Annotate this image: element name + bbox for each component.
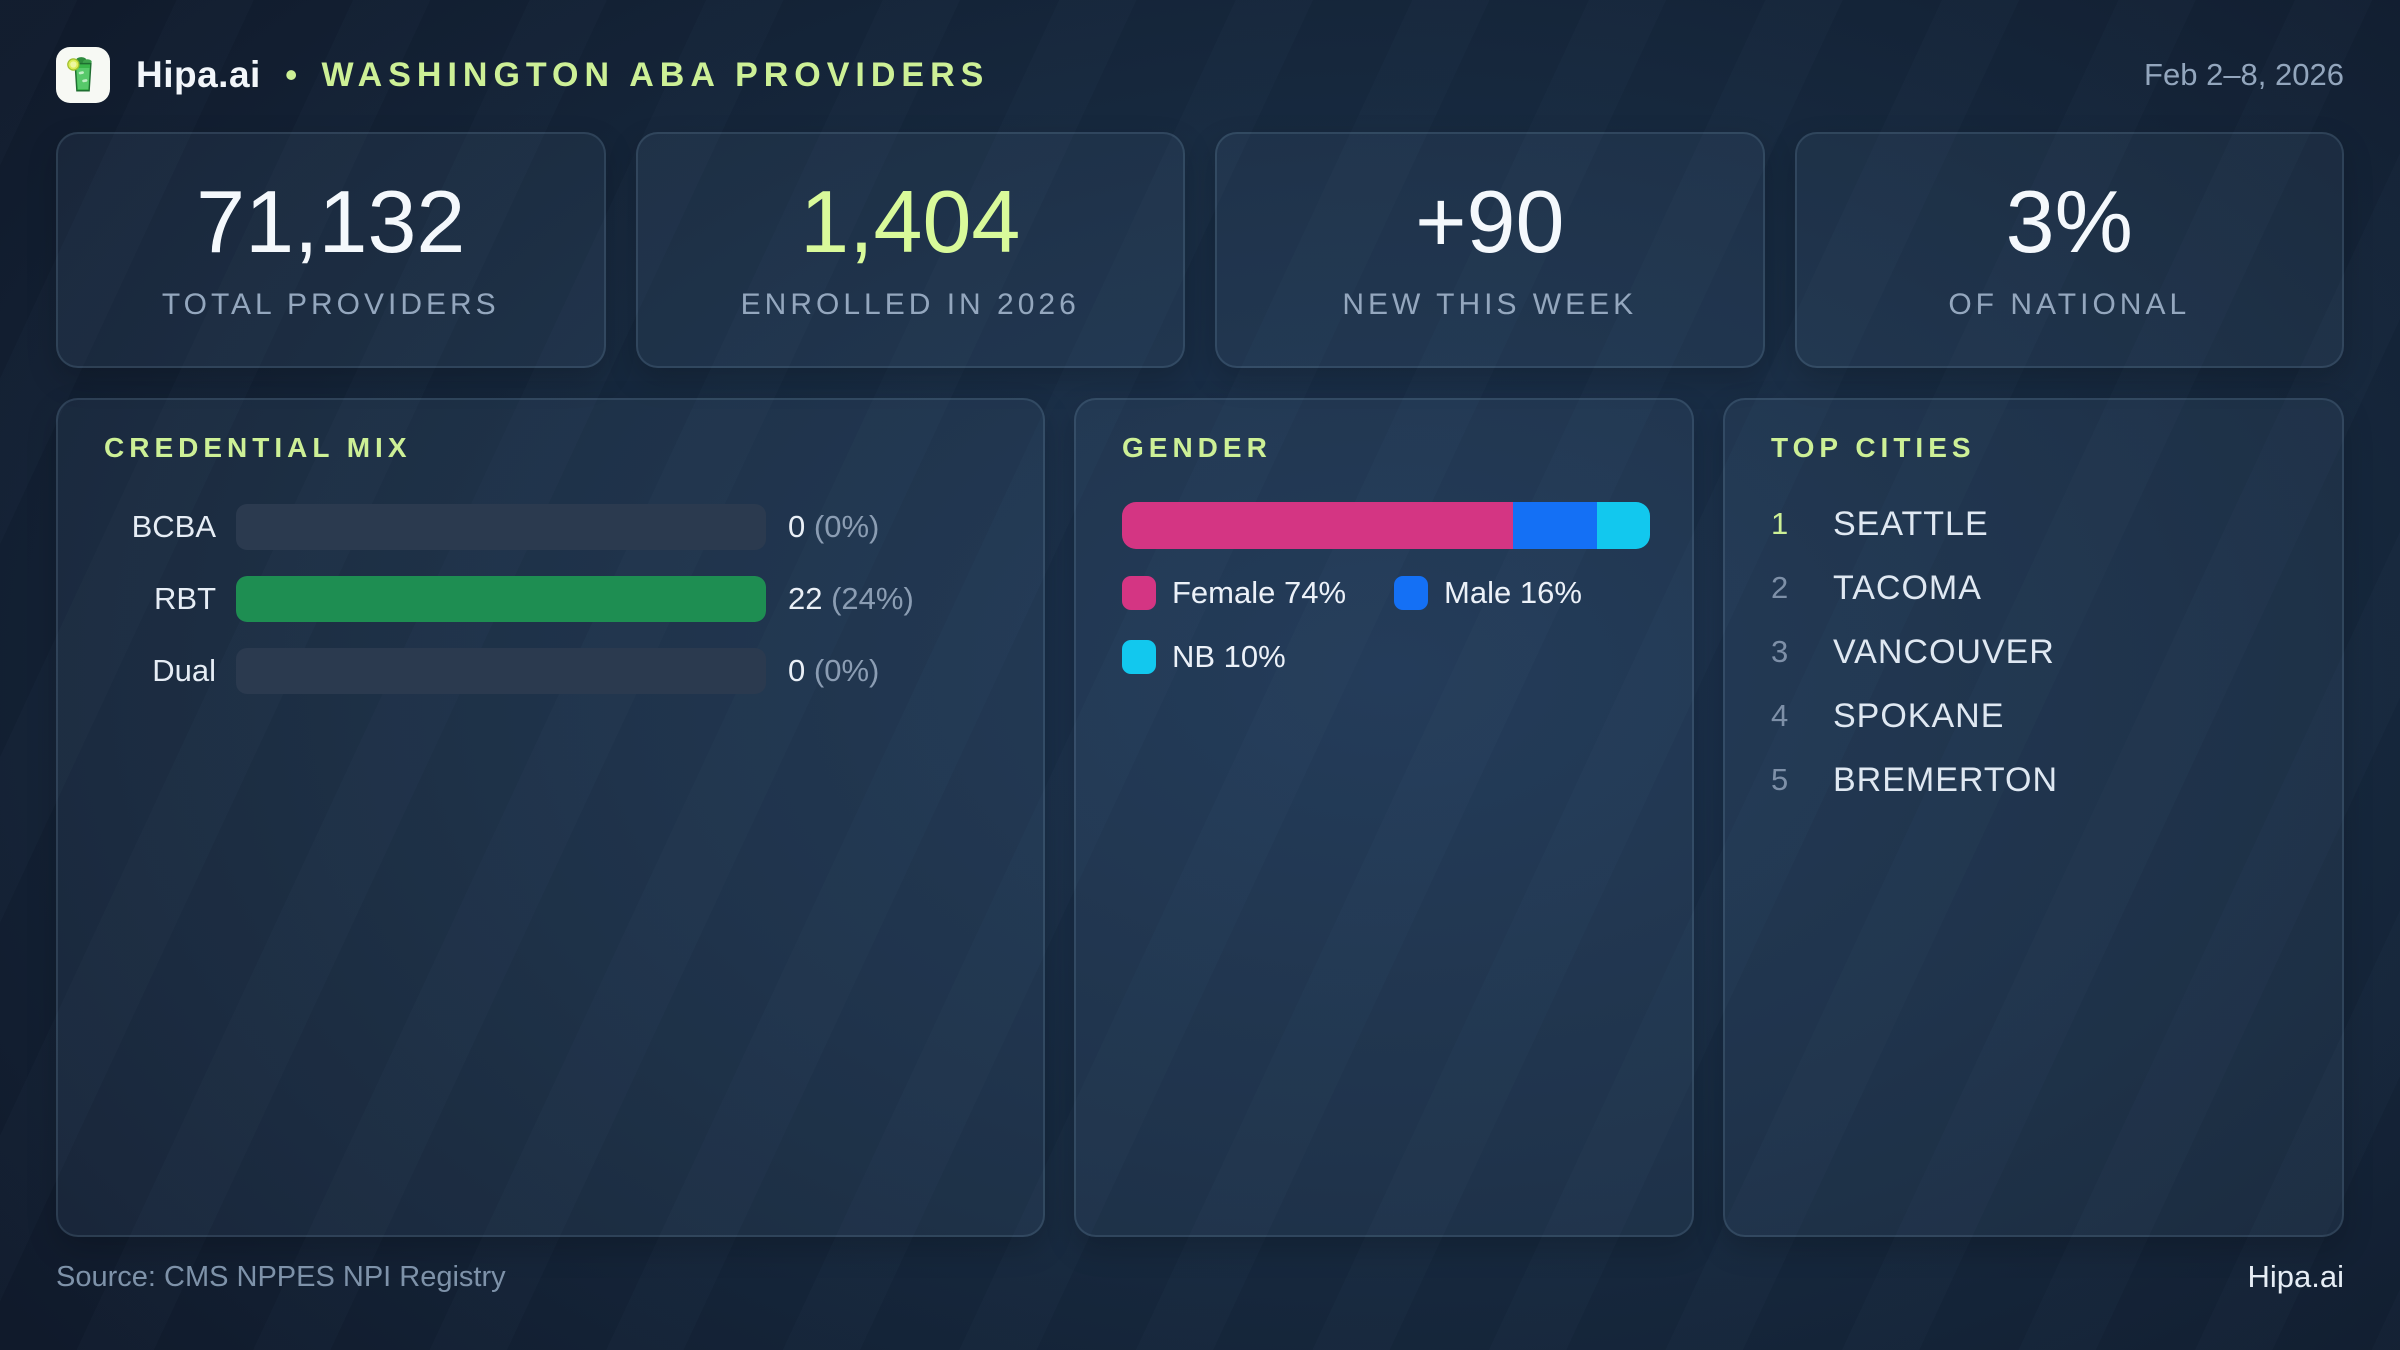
credential-value: 0 (0%) (788, 509, 879, 545)
brand-text: Hipa.ai (136, 54, 261, 95)
gender-title: GENDER (1122, 432, 1272, 463)
city-rank: 3 (1771, 634, 1789, 669)
credential-row-rbt: RBT 22 (24%) (104, 576, 997, 622)
credential-value: 22 (24%) (788, 581, 914, 617)
credential-rows: BCBA 0 (0%) RBT 22 (24%) Dual (104, 504, 997, 694)
stat-card-total-providers: 71,132 TOTAL PROVIDERS (56, 132, 606, 368)
credential-row-bcba: BCBA 0 (0%) (104, 504, 997, 550)
city-name: SEATTLE (1833, 504, 1989, 543)
credential-bar-track (236, 648, 766, 694)
footer-source: Source: CMS NPPES NPI Registry (56, 1260, 506, 1293)
credential-bar-track (236, 576, 766, 622)
city-name: TACOMA (1833, 568, 1982, 607)
city-name: VANCOUVER (1833, 632, 2055, 671)
footer-brand: Hipa.ai (2247, 1259, 2345, 1294)
gender-stacked-bar (1122, 502, 1650, 549)
city-rank: 5 (1771, 762, 1789, 797)
gender-legend: Female 74% Male 16% NB 10% (1122, 573, 1650, 677)
credential-bar-track (236, 504, 766, 550)
city-row: 4 SPOKANE (1771, 684, 2296, 748)
panel-credential-mix: CREDENTIAL MIX BCBA 0 (0%) RBT 22 (24%) (56, 398, 1045, 1237)
legend-label: Male 16% (1444, 575, 1582, 610)
legend-label: NB 10% (1172, 639, 1286, 674)
stat-label: NEW THIS WEEK (1342, 288, 1638, 321)
credential-bar-fill (236, 576, 766, 622)
credential-label: Dual (152, 653, 216, 688)
stat-card-of-national: 3% OF NATIONAL (1794, 132, 2344, 368)
stat-label: TOTAL PROVIDERS (161, 288, 500, 321)
credential-value: 0 (0%) (788, 653, 879, 689)
legend-item-female: Female 74% (1122, 573, 1346, 613)
female-swatch-icon (1122, 576, 1156, 610)
gender-segment-nb (1597, 502, 1650, 549)
credential-percent: (24%) (831, 581, 914, 616)
stat-card-new-this-week: +90 NEW THIS WEEK (1215, 132, 1765, 368)
footer: Source: CMS NPPES NPI Registry Hipa.ai (56, 1239, 2344, 1315)
city-row: 1 SEATTLE (1771, 492, 2296, 556)
city-rank: 4 (1771, 698, 1789, 733)
stat-value: 1,404 (800, 172, 1021, 271)
gender-segment-female (1122, 502, 1513, 549)
city-name: SPOKANE (1833, 696, 2005, 735)
legend-item-male: Male 16% (1394, 573, 1582, 613)
credential-count: 22 (788, 581, 823, 616)
legend-item-nb: NB 10% (1122, 637, 1286, 677)
city-rank: 2 (1771, 570, 1789, 605)
credential-count: 0 (788, 653, 806, 688)
credential-mix-title: CREDENTIAL MIX (104, 432, 412, 463)
city-row: 3 VANCOUVER (1771, 620, 2296, 684)
credential-label: BCBA (131, 509, 216, 544)
panel-top-cities: TOP CITIES 1 SEATTLE 2 TACOMA 3 VANCOUVE… (1723, 398, 2344, 1237)
stat-label: ENROLLED IN 2026 (740, 288, 1080, 321)
mojito-glass-icon (67, 57, 92, 92)
gender-segment-male (1512, 502, 1598, 549)
stat-label: OF NATIONAL (1948, 288, 2191, 321)
separator-dot: • (284, 54, 298, 95)
male-swatch-icon (1394, 576, 1429, 610)
nb-swatch-icon (1122, 640, 1156, 674)
credential-count: 0 (788, 509, 806, 544)
date-range: Feb 2–8, 2026 (2144, 57, 2344, 92)
stat-card-enrolled: 1,404 ENROLLED IN 2026 (635, 132, 1185, 368)
city-name: BREMERTON (1833, 760, 2059, 799)
top-cities-title: TOP CITIES (1771, 432, 1976, 463)
header: Hipa.ai • WASHINGTON ABA PROVIDERS Feb 2… (56, 44, 2344, 106)
stat-value: 3% (2005, 172, 2133, 271)
stat-value: +90 (1415, 172, 1565, 271)
credential-percent: (0%) (813, 653, 880, 688)
credential-label: RBT (154, 581, 216, 616)
credential-row-dual: Dual 0 (0%) (104, 648, 997, 694)
stat-card-row: 71,132 TOTAL PROVIDERS 1,404 ENROLLED IN… (56, 132, 2344, 368)
credential-percent: (0%) (813, 509, 880, 544)
panels-row: CREDENTIAL MIX BCBA 0 (0%) RBT 22 (24%) (56, 398, 2344, 1237)
city-rank: 1 (1771, 506, 1789, 541)
stat-value: 71,132 (196, 172, 466, 271)
city-row: 2 TACOMA (1771, 556, 2296, 620)
city-list: 1 SEATTLE 2 TACOMA 3 VANCOUVER 4 SPOKANE… (1771, 492, 2296, 812)
panel-gender: GENDER Female 74% Male 16% NB 10% (1074, 398, 1694, 1237)
page-title: WASHINGTON ABA PROVIDERS (321, 55, 990, 94)
city-row: 5 BREMERTON (1771, 748, 2296, 812)
legend-label: Female 74% (1172, 575, 1347, 610)
app-logo (56, 47, 110, 103)
